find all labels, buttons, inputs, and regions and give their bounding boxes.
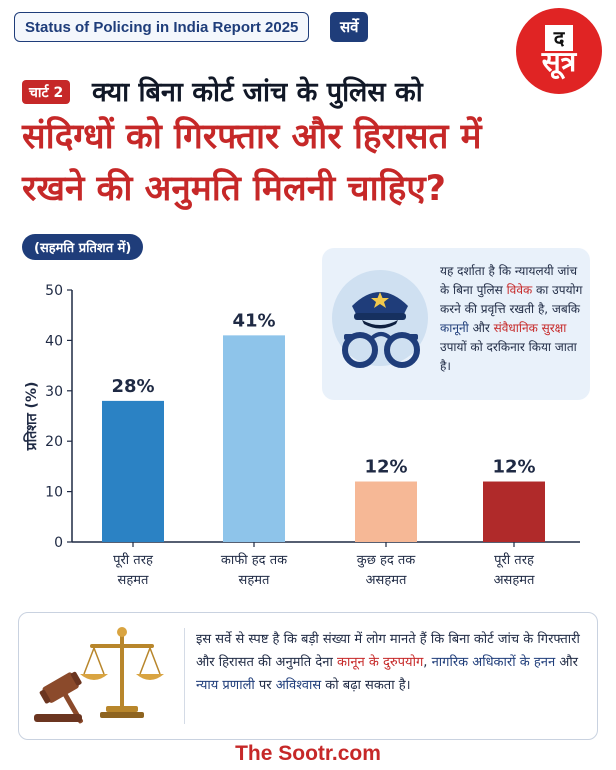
bar-value-label: 41% [232,310,275,331]
summary-text: इस सर्वे से स्पष्ट है कि बड़ी संख्या में… [196,632,580,693]
y-tick-label: 20 [45,434,63,450]
x-tick-label: पूरी तरह [494,552,535,568]
x-tick-label: असहमत [494,573,535,588]
bar [483,481,545,542]
x-tick-label: असहमत [366,573,407,588]
x-tick-label: काफी हद तक [221,552,288,568]
x-tick-label: सहमत [118,573,149,588]
bar [102,400,164,542]
bar-value-label: 12% [492,457,535,478]
summary-box [18,612,598,740]
x-tick-label: कुछ हद तक [357,553,417,568]
x-tick-label: सहमत [239,573,270,588]
scales-gavel-icon [34,627,164,724]
y-tick-label: 30 [45,384,63,400]
logo-top-letter: द [545,24,573,51]
chart-number-tag: चार्ट 2 [22,80,71,104]
bar-value-label: 28% [111,376,154,397]
brand-logo: द सूत्र [516,8,602,94]
y-tick-label: 50 [45,283,63,299]
report-title: Status of Policing in India Report 2025 [14,12,310,42]
chart-title-line-2: संदिग्धों को गिरफ्तार और हिरासत में [22,117,482,157]
bar-value-label: 12% [364,457,407,478]
police-cap-handcuffs-icon [332,270,428,368]
chart-title-line-1: क्या बिना कोर्ट जांच के पुलिस को [92,77,423,108]
y-tick-label: 40 [45,333,63,349]
bar [355,481,417,542]
summary-divider [184,628,185,724]
unit-label: (सहमति प्रतिशत में) [22,234,144,260]
survey-tag: सर्वे [330,12,369,42]
x-tick-label: पूरी तरह [113,552,154,568]
logo-main-text: सूत्र [541,44,577,78]
y-tick-label: 10 [45,485,63,501]
y-tick-label: 0 [54,535,63,551]
info-text: यह दर्शाता है कि न्यायलयी जांच के बिना प… [440,264,583,373]
y-axis-label: प्रतिशत (%) [23,382,40,452]
chart-title-line-3: रखने की अनुमति मिलनी चाहिए? [22,169,446,209]
footer-brand: The Sootr.com [235,742,381,765]
bar-chart: 0 10 20 30 40 50 प्रतिशत (%) 28% पूरी तरह सहमत 41%… [23,283,580,588]
bar [223,335,285,542]
